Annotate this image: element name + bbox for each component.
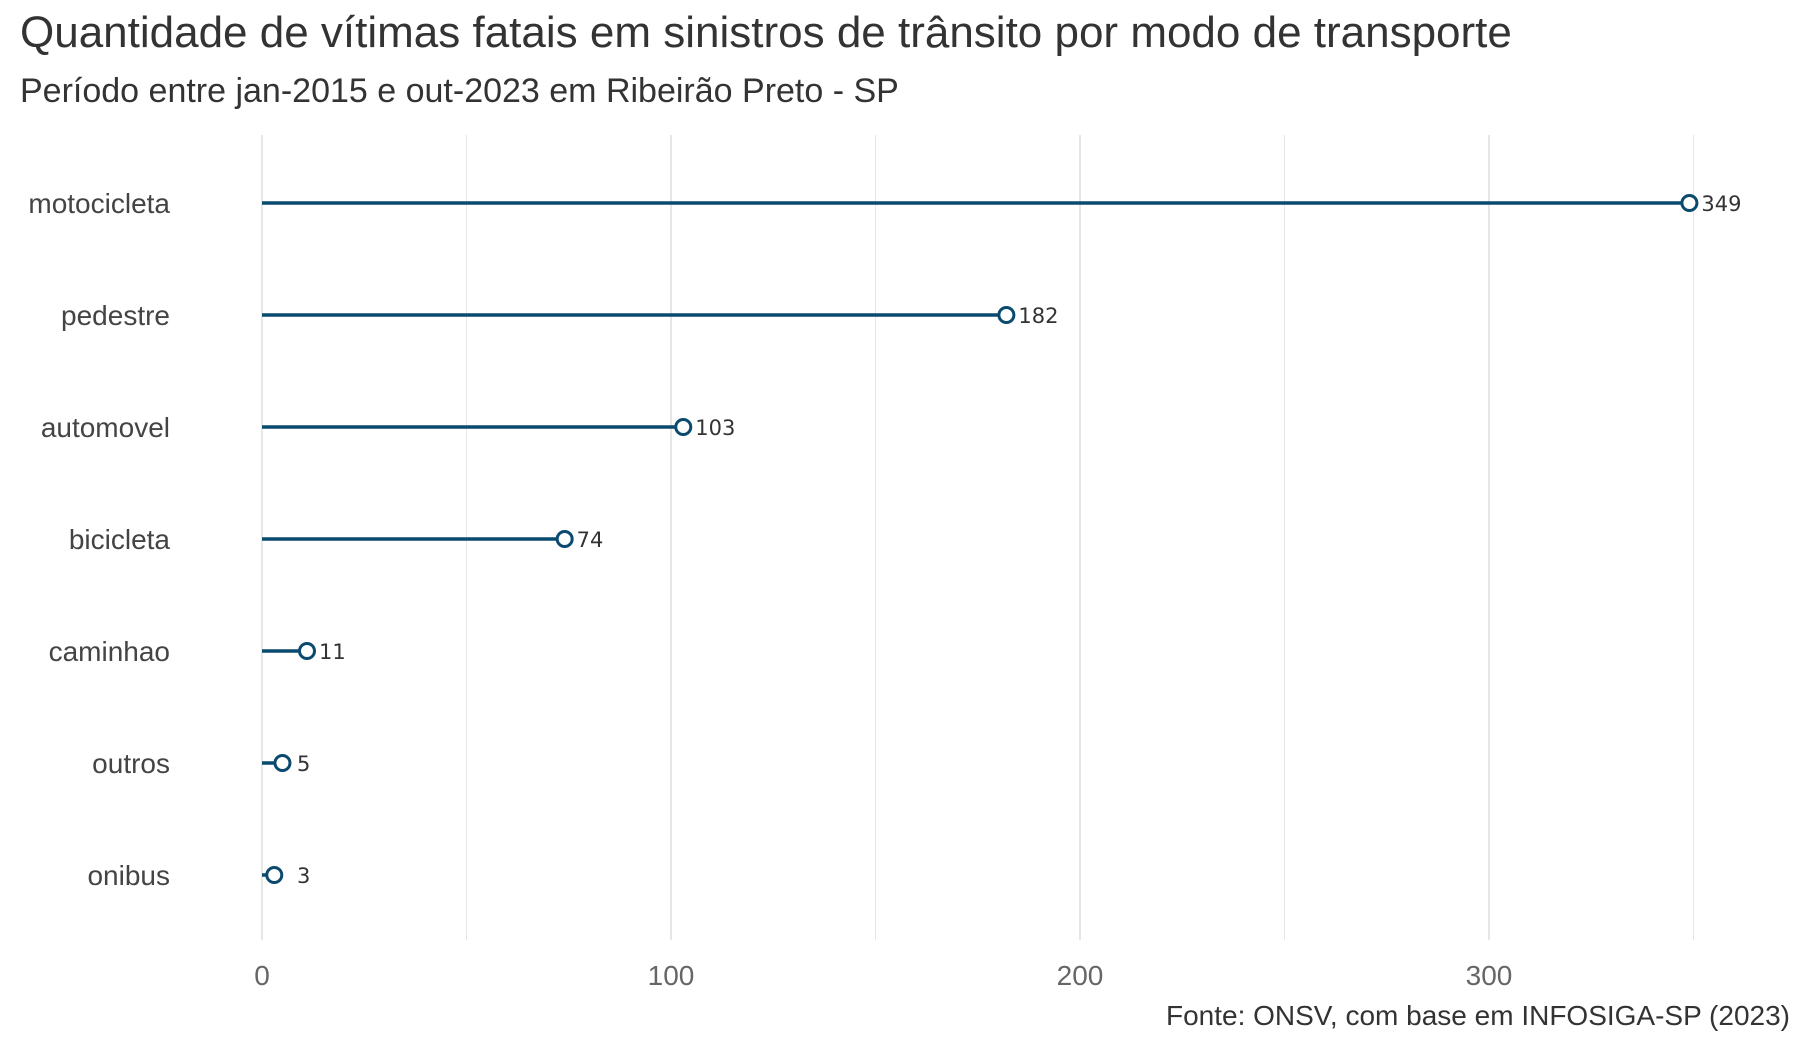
chart-caption: Fonte: ONSV, com base em INFOSIGA-SP (20… [1165, 1000, 1790, 1031]
data-label: 182 [1018, 304, 1058, 328]
data-label: 3 [297, 864, 310, 888]
grid-layer [261, 135, 1694, 940]
data-label: 103 [695, 416, 735, 440]
y-category-label: caminhao [49, 636, 170, 667]
data-point [265, 866, 284, 884]
chart-title: Quantidade de vítimas fatais em sinistro… [20, 8, 1512, 57]
y-category-label: automovel [41, 412, 170, 443]
data-point [1680, 194, 1699, 212]
data-point [997, 306, 1016, 324]
y-category-label: pedestre [61, 300, 170, 331]
axis-layer: 0 100 200 300 motocicleta pedestre automovel bi… [28, 188, 1512, 991]
point-layer [265, 194, 1699, 884]
y-category-label: onibus [87, 860, 170, 891]
data-label: 74 [577, 528, 604, 552]
data-point [297, 642, 316, 660]
y-category-label: motocicleta [28, 188, 170, 219]
x-tick-label: 100 [648, 960, 695, 991]
data-point [555, 530, 574, 548]
data-label: 349 [1701, 192, 1741, 216]
data-label: 11 [319, 640, 346, 664]
x-tick-label: 0 [254, 960, 270, 991]
y-category-label: outros [92, 748, 170, 779]
data-label: 5 [297, 752, 310, 776]
chart-subtitle: Período entre jan-2015 e out-2023 em Rib… [20, 72, 899, 110]
x-tick-label: 300 [1466, 960, 1513, 991]
data-point [273, 754, 292, 772]
x-tick-label: 200 [1057, 960, 1104, 991]
y-category-label: bicicleta [69, 524, 171, 555]
stem-layer [262, 201, 1690, 877]
data-point [674, 418, 693, 436]
label-layer: 349 182 103 74 11 5 3 [297, 192, 1742, 888]
